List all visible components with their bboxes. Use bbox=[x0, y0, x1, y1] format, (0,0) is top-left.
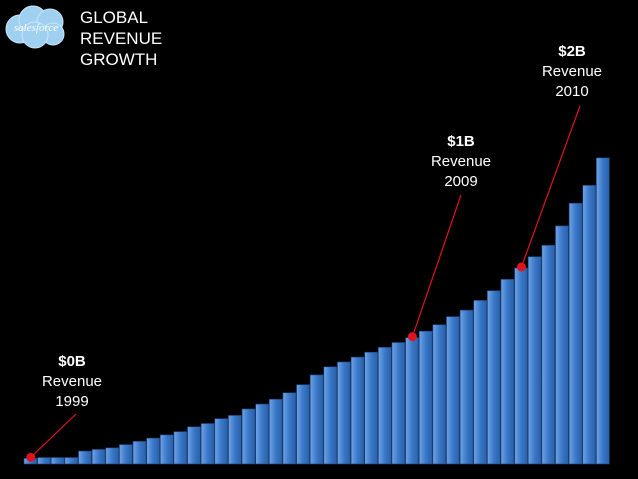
bar-40 bbox=[568, 202, 583, 465]
bar-14 bbox=[214, 418, 229, 465]
bar-2 bbox=[50, 457, 65, 465]
annotation-2010: $2B Revenue 2010 bbox=[527, 42, 617, 102]
bars bbox=[23, 157, 610, 465]
bar-10 bbox=[159, 434, 174, 465]
bar-5 bbox=[91, 449, 106, 465]
bar-3 bbox=[64, 457, 79, 465]
annotation-label: Revenue bbox=[541, 63, 603, 80]
bar-36 bbox=[514, 267, 528, 465]
bar-32 bbox=[459, 309, 474, 465]
title-line-1: GLOBAL bbox=[80, 8, 149, 27]
marker-1999 bbox=[26, 452, 36, 462]
leader-line-2009 bbox=[411, 194, 462, 337]
annotation-amount: $1B bbox=[447, 133, 475, 150]
bar-4 bbox=[78, 450, 92, 465]
bar-24 bbox=[350, 356, 365, 465]
bar-1 bbox=[37, 457, 51, 465]
bar-19 bbox=[282, 392, 297, 465]
marker-2009 bbox=[407, 332, 417, 342]
annotation-label: Revenue bbox=[41, 373, 103, 390]
bar-42 bbox=[596, 157, 610, 465]
bar-37 bbox=[527, 256, 542, 465]
annotation-year: 2009 bbox=[444, 173, 478, 190]
bar-17 bbox=[255, 403, 269, 465]
annotation-year: 2010 bbox=[555, 83, 589, 100]
annotation-label: Revenue bbox=[430, 153, 492, 170]
bar-8 bbox=[132, 441, 147, 465]
bar-33 bbox=[473, 300, 488, 465]
bar-9 bbox=[146, 437, 160, 465]
bar-27 bbox=[391, 342, 406, 465]
annotation-amount: $0B bbox=[58, 353, 86, 370]
bar-25 bbox=[364, 351, 379, 465]
bar-41 bbox=[582, 185, 597, 465]
bar-30 bbox=[432, 324, 447, 465]
bar-28 bbox=[405, 337, 419, 465]
logo-text: salesforce bbox=[14, 22, 58, 34]
annotation-year: 1999 bbox=[55, 393, 89, 410]
title-line-3: GROWTH bbox=[80, 50, 158, 69]
leader-line-2010 bbox=[520, 105, 581, 268]
bar-7 bbox=[119, 444, 133, 465]
bar-31 bbox=[446, 316, 460, 465]
bar-29 bbox=[418, 330, 433, 465]
bar-35 bbox=[500, 279, 515, 465]
bar-12 bbox=[187, 426, 201, 465]
bar-16 bbox=[241, 408, 256, 465]
bar-20 bbox=[296, 384, 310, 465]
chart-title: GLOBAL REVENUE GROWTH bbox=[80, 7, 200, 70]
bar-11 bbox=[173, 431, 188, 465]
bar-38 bbox=[541, 245, 556, 465]
title-line-2: REVENUE bbox=[80, 29, 163, 48]
annotation-leaders bbox=[26, 105, 581, 462]
bar-15 bbox=[228, 415, 242, 465]
salesforce-logo: salesforce bbox=[5, 5, 65, 49]
bar-18 bbox=[268, 398, 283, 465]
bar-22 bbox=[323, 366, 338, 465]
bar-34 bbox=[487, 290, 501, 465]
bar-39 bbox=[555, 225, 569, 465]
annotation-1999: $0B Revenue 1999 bbox=[27, 352, 117, 412]
leader-line-1999 bbox=[30, 413, 77, 458]
annotation-amount: $2B bbox=[558, 43, 586, 60]
bar-26 bbox=[378, 347, 392, 465]
annotation-2009: $1B Revenue 2009 bbox=[416, 132, 506, 192]
bar-21 bbox=[309, 374, 324, 465]
marker-2010 bbox=[516, 262, 526, 272]
bar-6 bbox=[105, 447, 120, 465]
bar-23 bbox=[337, 361, 351, 465]
bar-13 bbox=[200, 423, 215, 465]
